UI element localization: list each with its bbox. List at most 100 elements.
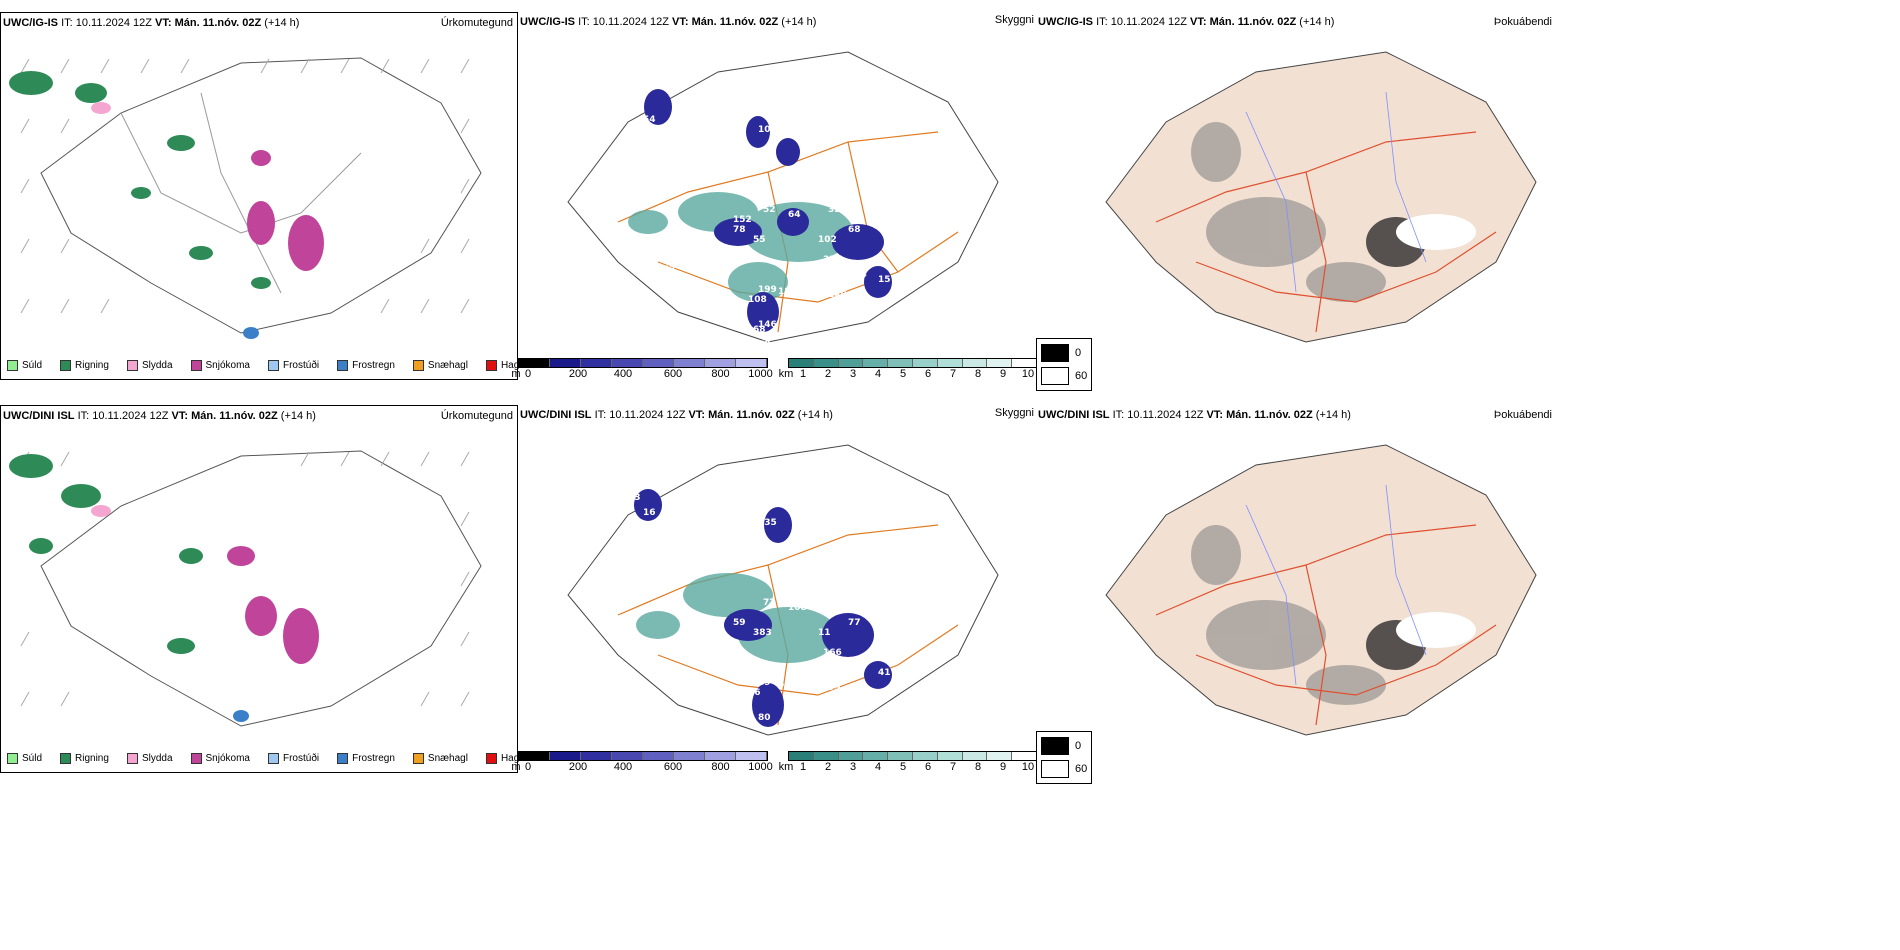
- panel-parameter: Þokuábendi: [1493, 16, 1552, 28]
- fog-key-swatch: [1041, 367, 1069, 385]
- visibility-value-label: 435: [758, 518, 777, 528]
- visibility-value-label: 11: [818, 628, 831, 638]
- visibility-value-label: 99: [828, 683, 841, 693]
- legend-item: Snæhagl: [412, 360, 468, 371]
- legend-item: Snjókoma: [190, 753, 250, 764]
- fog-index-panel-1: UWC/IG-IS IT: 10.11.2024 12Z VT: Mán. 11…: [1036, 12, 1556, 391]
- legend-swatch: [60, 360, 72, 371]
- visibility-value-label: 152: [733, 215, 752, 225]
- visibility-value-label: 108: [748, 295, 767, 305]
- visibility-value-label: 102: [818, 235, 837, 245]
- visibility-value-label: 53: [628, 100, 641, 110]
- panel-title: UWC/IG-IS IT: 10.11.2024 12Z VT: Mán. 11…: [3, 17, 300, 29]
- visibility-value-label: 68: [753, 325, 766, 335]
- fog-key-row: 0: [1041, 344, 1087, 362]
- scale-unit: m: [511, 761, 521, 773]
- legend-item: Frostúði: [267, 753, 319, 764]
- visibility-value-label: 57: [828, 598, 841, 608]
- legend-item: Rigning: [60, 753, 109, 764]
- visibility-value-label: 47: [663, 265, 676, 275]
- elevation-scale: m 0 200 400 600 800 1000: [511, 751, 773, 773]
- legend-item: Haglél: [485, 360, 529, 371]
- visibility-value-label: 41: [878, 668, 891, 678]
- legend-item: Frostregn: [337, 360, 395, 371]
- panel-title: UWC/IG-IS IT: 10.11.2024 12Z VT: Mán. 11…: [520, 16, 817, 28]
- scale-ticks: m 0 200 400 600 800 1000: [511, 368, 773, 380]
- visibility-value-label: 733: [813, 275, 832, 285]
- visibility-value-label: 99: [638, 85, 651, 95]
- visibility-value-label: 199: [758, 285, 777, 295]
- visibility-value-label: 59: [733, 618, 746, 628]
- visibility-value-label: 166: [823, 648, 842, 658]
- visibility-value-label: 52: [763, 205, 776, 215]
- visibility-value-label: 16: [643, 508, 656, 518]
- scale-bar: [518, 358, 768, 368]
- panel-parameter: Þokuábendi: [1493, 409, 1552, 421]
- visibility-value-label: 37: [678, 245, 691, 255]
- legend-swatch: [126, 360, 138, 371]
- visibility-value-label: 32: [828, 205, 841, 215]
- visibility-value-label: 77: [763, 598, 776, 608]
- visibility-value-label: 38: [848, 663, 861, 673]
- legend-swatch: [412, 753, 424, 764]
- visibility-value-label: 80: [758, 713, 771, 723]
- scale-ticks: m 0 200 400 600 800 1000: [511, 761, 773, 773]
- panel-title: UWC/IG-IS IT: 10.11.2024 12Z VT: Mán. 11…: [1038, 16, 1335, 28]
- legend-item: Snæhagl: [412, 753, 468, 764]
- visibility-value-label: 78: [733, 225, 746, 235]
- fog-key: 0 60: [1036, 338, 1093, 391]
- visibility-value-label: 58: [758, 340, 771, 350]
- visibility-value-label: 54: [643, 115, 656, 125]
- fog-map: [1105, 444, 1537, 736]
- fog-key-row: 0: [1041, 737, 1087, 755]
- visibility-value-label: 89: [758, 678, 771, 688]
- visibility-scale: km 1 2 3 4 5 6 7 8 9 10: [778, 358, 1038, 380]
- legend-swatch: [7, 360, 18, 371]
- panel-parameter: Skyggni: [994, 407, 1034, 419]
- visibility-value-label: 322: [823, 255, 842, 265]
- legend-item: Snjókoma: [190, 360, 250, 371]
- fog-index-panel-2: UWC/DINI ISL IT: 10.11.2024 12Z VT: Mán.…: [1036, 405, 1556, 784]
- scale-bar: [788, 358, 1038, 368]
- legend-swatch: [190, 360, 202, 371]
- visibility-value-label: 190: [813, 668, 832, 678]
- visibility-value-label: 15: [878, 275, 891, 285]
- legend-item: Frostúði: [267, 360, 319, 371]
- visibility-value-label: 44: [778, 345, 791, 352]
- legend-item: Súld: [7, 753, 42, 764]
- fog-key: 0 60: [1036, 731, 1093, 784]
- visibility-value-label: 146: [758, 320, 777, 330]
- visibility-value-label: 383: [753, 628, 772, 638]
- precip-type-legend: Súld Rigning Slydda Snjókoma Frostúði Fr…: [7, 360, 529, 371]
- scale-bar: [788, 751, 1038, 761]
- panel-title: UWC/DINI ISL IT: 10.11.2024 12Z VT: Mán.…: [3, 410, 316, 422]
- legend-item: Frostregn: [337, 753, 395, 764]
- visibility-scale: km 1 2 3 4 5 6 7 8 9 10: [778, 751, 1038, 773]
- legend-swatch: [485, 753, 497, 764]
- precip-map: [9, 450, 482, 727]
- legend-item: Haglél: [485, 753, 529, 764]
- legend-item: Rigning: [60, 360, 109, 371]
- fog-key-swatch: [1041, 344, 1069, 362]
- visibility-value-label: 183: [778, 287, 797, 297]
- legend-swatch: [412, 360, 424, 371]
- legend-swatch: [60, 753, 72, 764]
- scale-ticks: km 1 2 3 4 5 6 7 8 9 10: [778, 761, 1035, 773]
- fog-key-swatch: [1041, 737, 1069, 755]
- visibility-value-label: 82: [638, 478, 651, 488]
- panel-parameter: Úrkomutegund: [440, 17, 513, 29]
- scale-unit: km: [778, 368, 794, 380]
- visibility-value-label: 64: [788, 210, 801, 220]
- scale-ticks: km 1 2 3 4 5 6 7 8 9 10: [778, 368, 1035, 380]
- fog-key-swatch: [1041, 760, 1069, 778]
- legend-item: Slydda: [126, 360, 173, 371]
- visibility-value-label: 68: [848, 225, 861, 235]
- legend-swatch: [190, 753, 202, 764]
- visibility-value-label: 55: [753, 235, 766, 245]
- legend-swatch: [337, 360, 349, 371]
- panel-parameter: Úrkomutegund: [440, 410, 513, 422]
- fog-key-row: 60: [1041, 367, 1087, 385]
- visibility-value-label: 191: [808, 290, 827, 300]
- precip-map: [9, 57, 482, 339]
